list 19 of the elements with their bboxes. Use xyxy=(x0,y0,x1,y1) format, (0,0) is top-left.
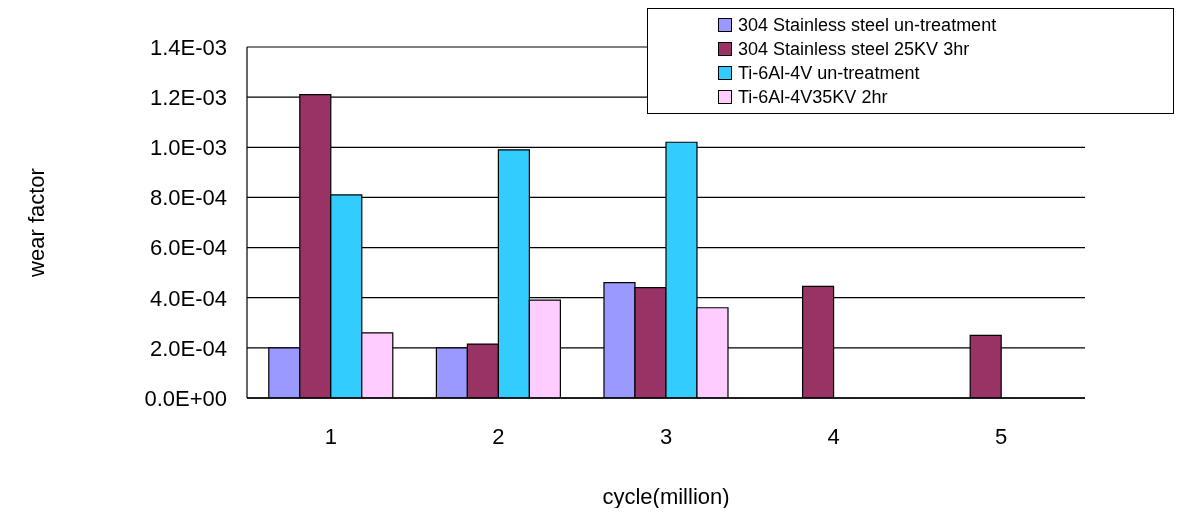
legend-label: Ti-6Al-4V un-treatment xyxy=(738,62,920,85)
x-tick-label: 4 xyxy=(827,423,840,449)
x-tick-label: 2 xyxy=(492,423,505,449)
y-axis-title: wear factor xyxy=(23,168,49,278)
y-tick-label: 1.2E-03 xyxy=(149,84,227,110)
x-tick-label: 1 xyxy=(324,423,337,449)
x-axis-title: cycle(million) xyxy=(602,484,730,509)
y-tick-label: 2.0E-04 xyxy=(149,335,227,361)
y-tick-label: 6.0E-04 xyxy=(149,235,227,261)
legend-label: 304 Stainless steel 25KV 3hr xyxy=(738,38,970,61)
y-tick-label: 1.4E-03 xyxy=(149,34,227,60)
y-tick-label: 8.0E-04 xyxy=(149,185,227,211)
legend-label: Ti-6Al-4V35KV 2hr xyxy=(738,86,888,109)
legend-label: 304 Stainless steel un-treatment xyxy=(738,14,997,37)
x-tick-label: 3 xyxy=(659,423,673,449)
y-tick-label: 0.0E+00 xyxy=(144,385,227,411)
x-tick-label: 5 xyxy=(995,423,1008,449)
y-tick-label: 1.0E-03 xyxy=(149,135,227,161)
y-tick-label: 4.0E-04 xyxy=(149,285,227,311)
